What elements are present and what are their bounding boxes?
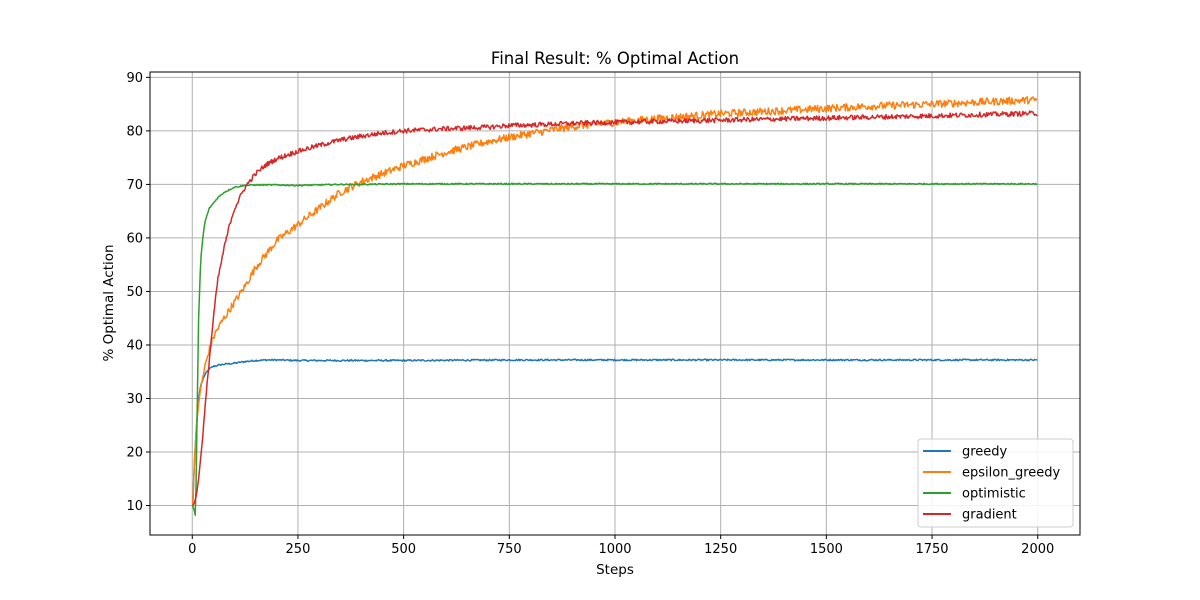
x-tick-label: 1000 <box>598 542 631 557</box>
ticks: 0 250 500 750 1000 1250 1500 1750 2000 10 20 30 40 50… <box>126 71 1054 557</box>
series-line-optimistic <box>191 182 1038 516</box>
series-line-epsilon-greedy <box>191 96 1038 506</box>
x-tick-label: 0 <box>188 542 196 557</box>
x-tick-label: 1500 <box>810 542 843 557</box>
y-tick-label: 40 <box>126 338 143 353</box>
legend-label-optimistic: optimistic <box>962 487 1026 502</box>
series-layer <box>191 96 1038 516</box>
y-tick-label: 50 <box>126 285 143 300</box>
series-line-gradient <box>192 110 1038 506</box>
legend: greedy epsilon_greedy optimistic gradient <box>917 438 1074 528</box>
legend-label-epsilon-greedy: epsilon_greedy <box>962 466 1060 481</box>
legend-box <box>917 438 1074 528</box>
legend-label-gradient: gradient <box>962 508 1017 523</box>
x-tick-label: 750 <box>497 542 522 557</box>
legend-label-greedy: greedy <box>962 445 1008 460</box>
chart-title: Final Result: % Optimal Action <box>491 49 739 68</box>
y-tick-label: 70 <box>126 178 143 193</box>
y-tick-label: 60 <box>126 231 143 246</box>
x-axis-label: Steps <box>596 562 634 578</box>
x-tick-label: 500 <box>391 542 416 557</box>
x-tick-label: 2000 <box>1021 542 1054 557</box>
series-line-greedy <box>191 358 1038 506</box>
y-tick-label: 10 <box>126 499 143 514</box>
y-axis-label: % Optimal Action <box>101 244 117 361</box>
y-tick-label: 80 <box>126 124 143 139</box>
x-tick-label: 250 <box>286 542 311 557</box>
y-tick-label: 30 <box>126 392 143 407</box>
x-tick-label: 1750 <box>915 542 948 557</box>
x-tick-label: 1250 <box>704 542 737 557</box>
y-tick-label: 90 <box>126 71 143 86</box>
y-tick-label: 20 <box>126 446 143 461</box>
